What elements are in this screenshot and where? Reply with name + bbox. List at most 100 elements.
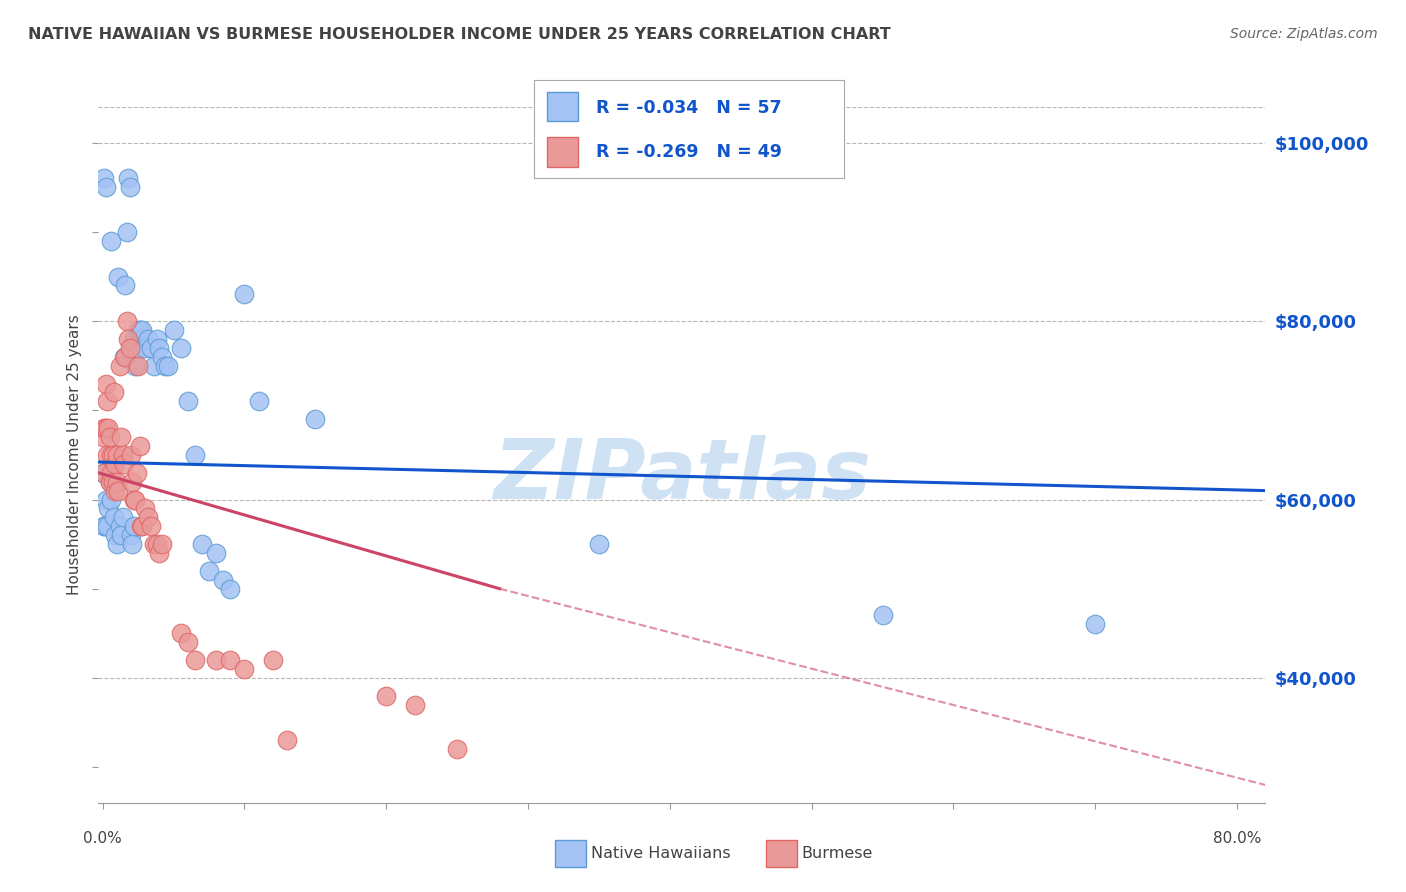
Point — [191, 537, 214, 551]
Point — [127, 359, 149, 373]
Point — [100, 448, 122, 462]
Point — [122, 492, 145, 507]
Point — [872, 608, 894, 623]
Point — [127, 323, 149, 337]
Point — [136, 510, 159, 524]
Point — [98, 475, 121, 489]
Point — [114, 278, 136, 293]
Point — [103, 510, 125, 524]
Point — [169, 626, 191, 640]
Point — [162, 323, 184, 337]
Point — [101, 475, 124, 489]
Point — [120, 528, 142, 542]
FancyBboxPatch shape — [547, 92, 578, 121]
Point — [375, 689, 398, 703]
Point — [94, 376, 117, 391]
Point — [93, 430, 115, 444]
Point — [145, 537, 167, 551]
Point — [97, 421, 120, 435]
Point — [205, 653, 228, 667]
Point — [131, 519, 153, 533]
Point — [139, 519, 162, 533]
Point — [404, 698, 426, 712]
Point — [96, 394, 118, 409]
Point — [104, 457, 127, 471]
Point — [118, 341, 141, 355]
Point — [110, 528, 132, 542]
Point — [93, 519, 115, 533]
Point — [124, 492, 146, 507]
Point — [107, 269, 129, 284]
Point — [93, 466, 115, 480]
Point — [304, 412, 326, 426]
Point — [184, 653, 207, 667]
Point — [169, 341, 191, 355]
Point — [128, 439, 150, 453]
Point — [142, 537, 165, 551]
Point — [105, 475, 128, 489]
Point — [139, 341, 162, 355]
Point — [101, 457, 124, 471]
Point — [117, 332, 139, 346]
Point — [104, 528, 127, 542]
Point — [153, 359, 176, 373]
Point — [262, 653, 284, 667]
Point — [184, 448, 207, 462]
Point — [125, 341, 148, 355]
Point — [115, 225, 138, 239]
Point — [94, 180, 117, 194]
Point — [129, 332, 152, 346]
Point — [93, 171, 115, 186]
Point — [122, 519, 145, 533]
Text: NATIVE HAWAIIAN VS BURMESE HOUSEHOLDER INCOME UNDER 25 YEARS CORRELATION CHART: NATIVE HAWAIIAN VS BURMESE HOUSEHOLDER I… — [28, 27, 891, 42]
Point — [98, 430, 121, 444]
Point — [136, 332, 159, 346]
Point — [121, 475, 143, 489]
Text: Source: ZipAtlas.com: Source: ZipAtlas.com — [1230, 27, 1378, 41]
Point — [94, 492, 117, 507]
Point — [212, 573, 235, 587]
Point — [103, 385, 125, 400]
Point — [96, 448, 118, 462]
Point — [115, 314, 138, 328]
Point — [233, 287, 256, 301]
Point — [111, 510, 134, 524]
Point — [156, 359, 179, 373]
Point — [150, 537, 173, 551]
Point — [121, 537, 143, 551]
Point — [114, 350, 136, 364]
Point — [100, 466, 122, 480]
Point — [233, 662, 256, 676]
Point — [446, 742, 468, 756]
Point — [107, 483, 129, 498]
Point — [98, 475, 121, 489]
Point — [205, 546, 228, 560]
Point — [108, 519, 131, 533]
Point — [105, 448, 128, 462]
Point — [177, 394, 200, 409]
Point — [96, 519, 118, 533]
Text: Native Hawaiians: Native Hawaiians — [591, 847, 730, 861]
Point — [142, 359, 165, 373]
Point — [198, 564, 221, 578]
Point — [125, 466, 148, 480]
Point — [247, 394, 270, 409]
Point — [93, 466, 115, 480]
FancyBboxPatch shape — [547, 137, 578, 167]
Point — [128, 323, 150, 337]
Point — [148, 341, 170, 355]
Point — [276, 733, 298, 747]
Text: R = -0.034   N = 57: R = -0.034 N = 57 — [596, 99, 782, 117]
Point — [100, 492, 122, 507]
Text: Burmese: Burmese — [801, 847, 873, 861]
Point — [588, 537, 610, 551]
Point — [120, 448, 142, 462]
Point — [118, 180, 141, 194]
Point — [219, 582, 242, 596]
Point — [1084, 617, 1107, 632]
Text: ZIPatlas: ZIPatlas — [494, 435, 870, 516]
Point — [129, 519, 152, 533]
Point — [111, 448, 134, 462]
Point — [117, 171, 139, 186]
Point — [131, 323, 153, 337]
